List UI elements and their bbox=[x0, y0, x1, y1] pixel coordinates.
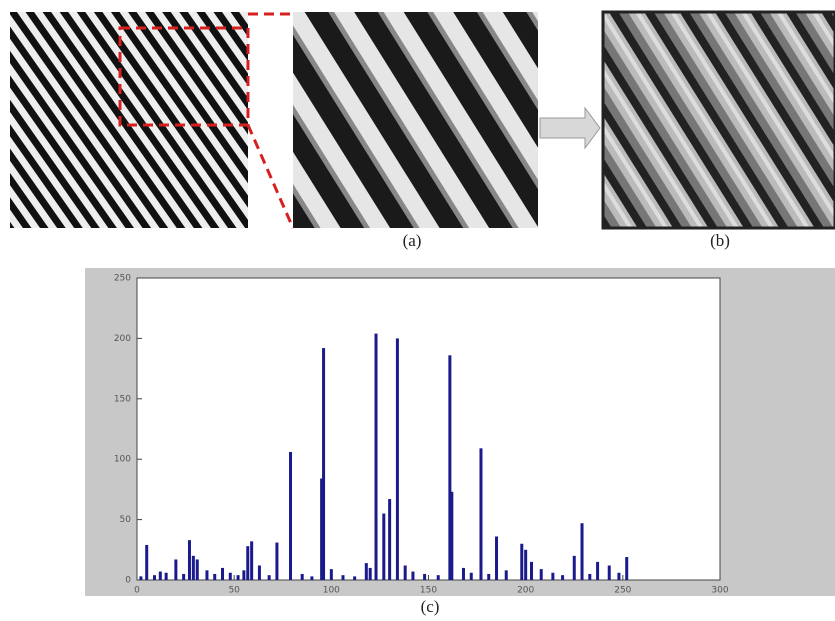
bar bbox=[423, 573, 427, 580]
bar bbox=[213, 573, 217, 580]
bar bbox=[461, 567, 465, 580]
bar bbox=[524, 549, 528, 580]
bar bbox=[529, 561, 533, 580]
bar bbox=[246, 546, 250, 580]
bar bbox=[353, 576, 357, 580]
bar bbox=[275, 542, 279, 580]
bar bbox=[329, 569, 333, 580]
bar bbox=[250, 541, 254, 580]
x-tick-label: 300 bbox=[711, 586, 728, 596]
bar bbox=[191, 555, 195, 580]
bar bbox=[596, 561, 600, 580]
y-tick-label: 50 bbox=[120, 515, 132, 525]
bar bbox=[617, 572, 621, 580]
x-tick-label: 50 bbox=[228, 586, 240, 596]
y-tick-label: 150 bbox=[114, 394, 131, 404]
x-tick-label: 100 bbox=[323, 586, 340, 596]
bar bbox=[551, 572, 555, 580]
bar bbox=[382, 513, 386, 580]
bar bbox=[205, 570, 209, 580]
bar bbox=[320, 478, 324, 580]
y-tick-label: 100 bbox=[114, 455, 131, 465]
bar bbox=[267, 575, 271, 580]
fingerprint-image bbox=[10, 12, 248, 228]
bar bbox=[448, 355, 452, 580]
caption: (c) bbox=[421, 597, 440, 616]
bar bbox=[607, 565, 611, 580]
bar bbox=[388, 499, 392, 580]
bar bbox=[580, 523, 584, 580]
bar bbox=[322, 348, 326, 580]
bar bbox=[187, 540, 191, 580]
bar bbox=[436, 575, 440, 580]
bar bbox=[588, 573, 592, 580]
bar bbox=[364, 563, 368, 580]
bar bbox=[242, 570, 246, 580]
bar bbox=[539, 569, 543, 580]
orientation-image bbox=[601, 10, 835, 230]
bar bbox=[195, 559, 199, 580]
bar bbox=[520, 543, 524, 580]
bar bbox=[487, 573, 491, 580]
bar bbox=[403, 565, 407, 580]
y-tick-label: 200 bbox=[114, 334, 131, 344]
x-tick-label: 200 bbox=[517, 586, 534, 596]
bar bbox=[300, 573, 304, 580]
histogram: 0 50 100 150 200 250 0 50 100 150 200 250 300 bbox=[85, 268, 835, 596]
panel-b: (b) bbox=[601, 10, 835, 250]
bar bbox=[395, 338, 399, 580]
bar bbox=[257, 565, 261, 580]
bar bbox=[450, 491, 454, 580]
bar bbox=[504, 570, 508, 580]
arrow bbox=[539, 106, 601, 150]
panel-a: (a) bbox=[10, 12, 538, 250]
bar bbox=[174, 559, 178, 580]
bar bbox=[182, 573, 186, 580]
bar bbox=[411, 571, 415, 580]
bar bbox=[158, 571, 162, 580]
bar bbox=[561, 575, 565, 580]
zoom-line bbox=[246, 124, 295, 229]
bar bbox=[368, 567, 372, 580]
bar bbox=[625, 557, 629, 580]
bar bbox=[221, 567, 225, 580]
bar bbox=[228, 572, 232, 580]
x-tick-label: 250 bbox=[614, 586, 631, 596]
bar bbox=[572, 555, 576, 580]
bar bbox=[495, 536, 499, 580]
bar bbox=[164, 572, 168, 580]
x-tick-label: 0 bbox=[134, 586, 140, 596]
zoom-box bbox=[118, 26, 250, 127]
bar bbox=[310, 576, 314, 580]
bar bbox=[289, 451, 293, 580]
bar bbox=[145, 544, 149, 580]
y-tick-label: 0 bbox=[125, 576, 131, 586]
y-tick-label: 250 bbox=[114, 274, 131, 284]
bar bbox=[152, 575, 156, 580]
x-tick-label: 150 bbox=[420, 586, 437, 596]
caption: (a) bbox=[403, 231, 422, 250]
bar bbox=[341, 575, 345, 580]
bar bbox=[374, 333, 378, 580]
plot-area bbox=[136, 277, 721, 581]
bar bbox=[139, 576, 143, 580]
bar bbox=[236, 575, 240, 580]
caption: (b) bbox=[710, 231, 730, 250]
bar bbox=[469, 572, 473, 580]
zoomed-image bbox=[293, 12, 538, 228]
bar bbox=[479, 448, 483, 580]
